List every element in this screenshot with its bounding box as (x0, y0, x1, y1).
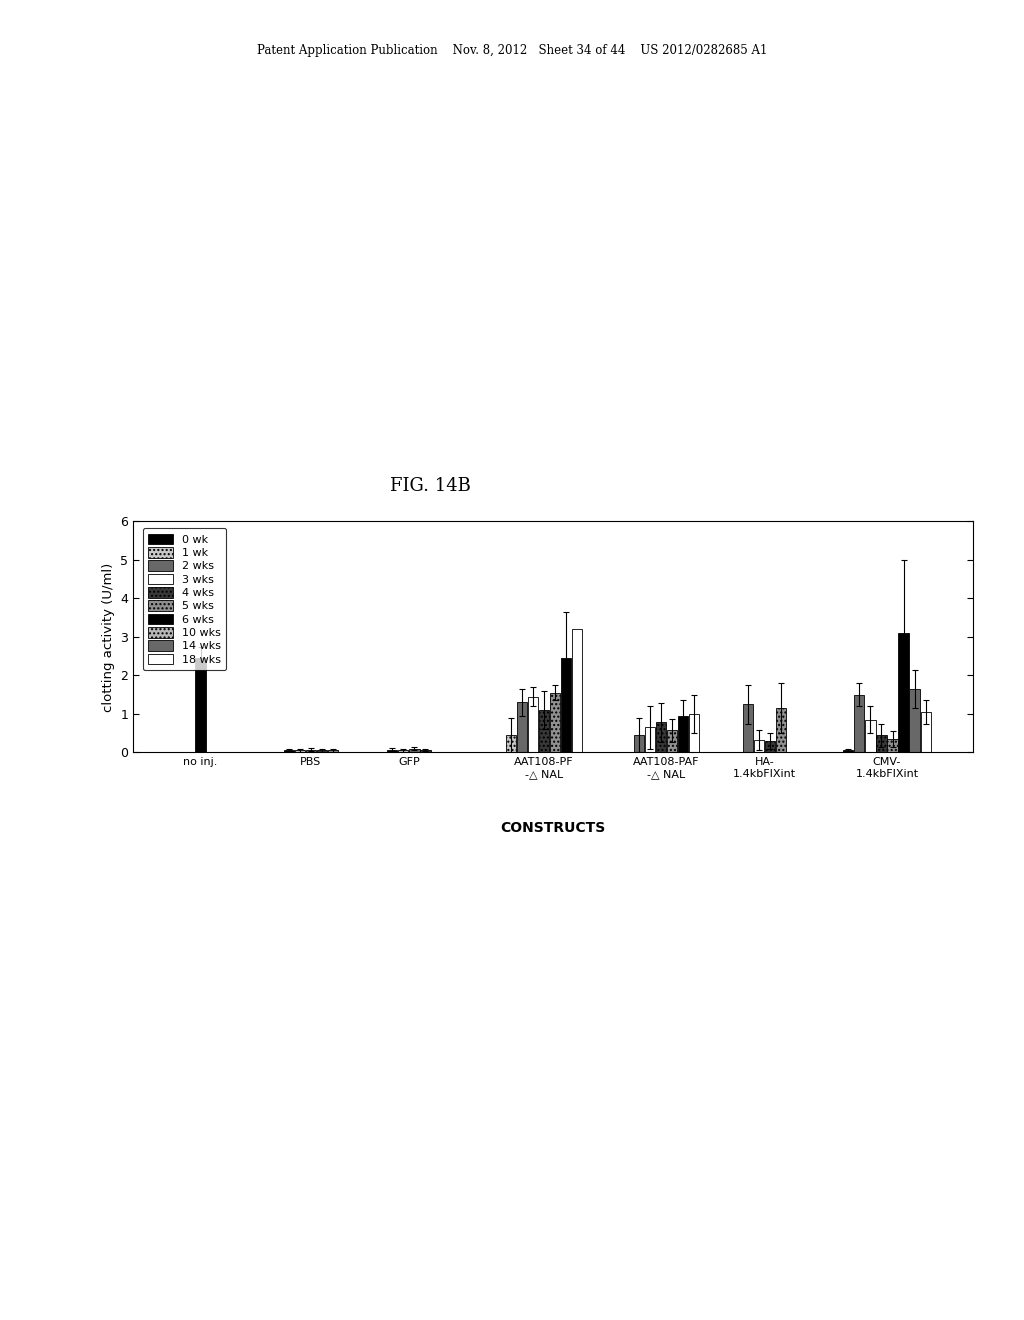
Bar (506, 735, 516, 752)
Bar (921, 711, 931, 752)
X-axis label: CONSTRUCTS: CONSTRUCTS (501, 821, 605, 834)
Bar (765, 741, 775, 752)
Bar (398, 751, 409, 752)
Bar (539, 710, 549, 752)
Bar (295, 751, 305, 752)
Bar (328, 751, 338, 752)
Bar (877, 735, 887, 752)
Bar (909, 689, 920, 752)
Bar (387, 750, 397, 752)
Bar (571, 630, 582, 752)
Text: Patent Application Publication    Nov. 8, 2012   Sheet 34 of 44    US 2012/02826: Patent Application Publication Nov. 8, 2… (257, 44, 767, 57)
Bar (865, 719, 876, 752)
Legend: 0 wk, 1 wk, 2 wks, 3 wks, 4 wks, 5 wks, 6 wks, 10 wks, 14 wks, 18 wks: 0 wk, 1 wk, 2 wks, 3 wks, 4 wks, 5 wks, … (143, 528, 226, 671)
Bar (527, 697, 538, 752)
Bar (888, 739, 898, 752)
Bar (550, 693, 560, 752)
Bar (667, 730, 677, 752)
Bar (655, 722, 666, 752)
Bar (561, 659, 571, 752)
Bar (898, 634, 908, 752)
Bar (421, 750, 430, 752)
Bar (678, 715, 688, 752)
Bar (742, 705, 753, 752)
Bar (776, 708, 786, 752)
Bar (854, 694, 864, 752)
Bar (196, 659, 206, 752)
Bar (306, 750, 316, 752)
Bar (754, 741, 764, 752)
Text: FIG. 14B: FIG. 14B (390, 477, 470, 495)
Bar (844, 751, 853, 752)
Bar (645, 727, 655, 752)
Bar (410, 748, 420, 752)
Bar (284, 751, 294, 752)
Bar (634, 735, 644, 752)
Bar (517, 702, 526, 752)
Bar (689, 714, 699, 752)
Bar (316, 751, 327, 752)
Y-axis label: clotting activity (U/ml): clotting activity (U/ml) (101, 562, 115, 711)
